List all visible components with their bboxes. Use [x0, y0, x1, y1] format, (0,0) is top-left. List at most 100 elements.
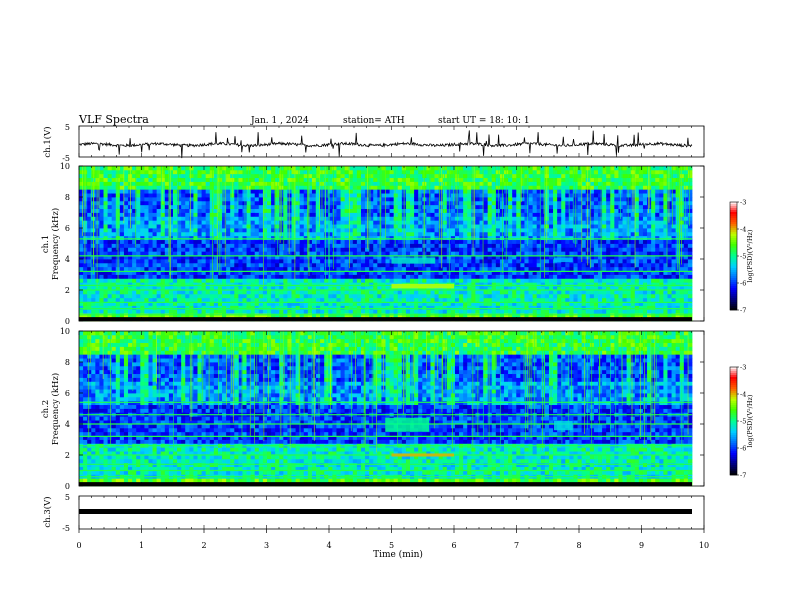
- spectrogram-cell: [430, 170, 434, 174]
- spectrogram-cell: [255, 170, 259, 174]
- spectrogram-cell: [508, 201, 512, 205]
- spectrogram-cell: [414, 247, 418, 251]
- spectrogram-cell: [443, 294, 447, 298]
- spectrogram-cell: [357, 193, 361, 197]
- spectrogram-cell: [108, 216, 112, 220]
- spectrogram-cell: [361, 244, 365, 248]
- spectrogram-cell: [386, 189, 390, 193]
- spectrogram-cell: [365, 309, 369, 313]
- spectrogram-cell: [247, 267, 251, 271]
- spectrogram-cell: [435, 220, 439, 224]
- spectrogram-cell: [455, 263, 459, 267]
- spectrogram-cell: [214, 205, 218, 209]
- spectrogram-cell: [565, 298, 569, 302]
- spectrogram-cell: [332, 174, 336, 178]
- spectrogram-cell: [189, 213, 193, 217]
- spectrogram-cell: [300, 228, 304, 232]
- spectrogram-cell: [198, 244, 202, 248]
- spectrogram-cell: [218, 259, 222, 263]
- spectrogram-cell: [561, 278, 565, 282]
- spectrogram-cell: [414, 201, 418, 205]
- spectrogram-cell: [561, 298, 565, 302]
- spectrogram-cell: [153, 193, 157, 197]
- spectrogram-cell: [202, 232, 206, 236]
- spectrogram-cell: [161, 263, 165, 267]
- spectrogram-cell: [198, 290, 202, 294]
- spectrogram-cell: [292, 267, 296, 271]
- spectrogram-cell: [95, 259, 99, 263]
- spectrogram-cell: [144, 209, 148, 213]
- spectrogram-cell: [198, 275, 202, 279]
- spectrogram-cell: [112, 189, 116, 193]
- spectrogram-cell: [255, 213, 259, 217]
- spectrogram-cell: [157, 189, 161, 193]
- spectrogram-cell: [108, 278, 112, 282]
- spectrogram-cell: [144, 240, 148, 244]
- spectrogram-cell: [112, 275, 116, 279]
- spectrogram-cell: [484, 278, 488, 282]
- spectrogram-cell: [516, 278, 520, 282]
- spectrogram-cell: [214, 166, 218, 170]
- spectrogram-cell: [300, 309, 304, 313]
- spectrogram-cell: [124, 201, 128, 205]
- spectrogram-cell: [455, 290, 459, 294]
- spectrogram-cell: [357, 201, 361, 205]
- spectrogram-cell: [349, 309, 353, 313]
- spectrogram-cell: [341, 220, 345, 224]
- spectrogram-cell: [283, 309, 287, 313]
- spectrogram-cell: [451, 193, 455, 197]
- spectrogram-cell: [394, 224, 398, 228]
- spectrogram-cell: [161, 247, 165, 251]
- spectrogram-cell: [512, 290, 516, 294]
- spectrogram-cell: [545, 247, 549, 251]
- spectrogram-cell: [320, 247, 324, 251]
- spectrogram-cell: [210, 220, 214, 224]
- spectrogram-cell: [390, 298, 394, 302]
- spectrogram-cell: [394, 174, 398, 178]
- spectrogram-cell: [496, 259, 500, 263]
- spectrogram-cell: [148, 182, 152, 186]
- spectrogram-cell: [345, 166, 349, 170]
- spectrogram-cell: [463, 267, 467, 271]
- spectrogram-cell: [316, 209, 320, 213]
- spectrogram-cell: [439, 267, 443, 271]
- spectrogram-cell: [512, 251, 516, 255]
- spectrogram-cell: [255, 220, 259, 224]
- spectrogram-cell: [365, 251, 369, 255]
- spectrogram-cell: [247, 290, 251, 294]
- spectrogram-cell: [459, 220, 463, 224]
- spectrogram-cell: [99, 185, 103, 189]
- spectrogram-cell: [226, 267, 230, 271]
- spectrogram-cell: [116, 298, 120, 302]
- spectrogram-cell: [341, 298, 345, 302]
- spectrogram-cell: [259, 251, 263, 255]
- spectrogram-cell: [99, 193, 103, 197]
- spectrogram-cell: [455, 267, 459, 271]
- spectrogram-cell: [153, 166, 157, 170]
- spectrogram-cell: [312, 294, 316, 298]
- spectrogram-cell: [148, 290, 152, 294]
- spectrogram-cell: [234, 232, 238, 236]
- spectrogram-cell: [459, 309, 463, 313]
- spectrogram-cell: [492, 251, 496, 255]
- spectrogram-cell: [557, 224, 561, 228]
- spectrogram-cell: [120, 275, 124, 279]
- spectrogram-cell: [206, 193, 210, 197]
- spectrogram-cell: [336, 209, 340, 213]
- spectrogram-cell: [508, 294, 512, 298]
- spectrogram-cell: [206, 298, 210, 302]
- spectrogram-cell: [541, 294, 545, 298]
- spectrogram-cell: [128, 267, 132, 271]
- spectrogram-cell: [345, 205, 349, 209]
- spectrogram-cell: [410, 294, 414, 298]
- spectrogram-cell: [296, 170, 300, 174]
- spectrogram-cell: [292, 178, 296, 182]
- spectrogram-cell: [475, 228, 479, 232]
- spectrogram-cell: [492, 244, 496, 248]
- spectrogram-cell: [312, 275, 316, 279]
- spectrogram-cell: [181, 251, 185, 255]
- spectrogram-cell: [185, 170, 189, 174]
- spectrogram-cell: [394, 247, 398, 251]
- spectrogram-cell: [418, 240, 422, 244]
- spectrogram-cell: [435, 189, 439, 193]
